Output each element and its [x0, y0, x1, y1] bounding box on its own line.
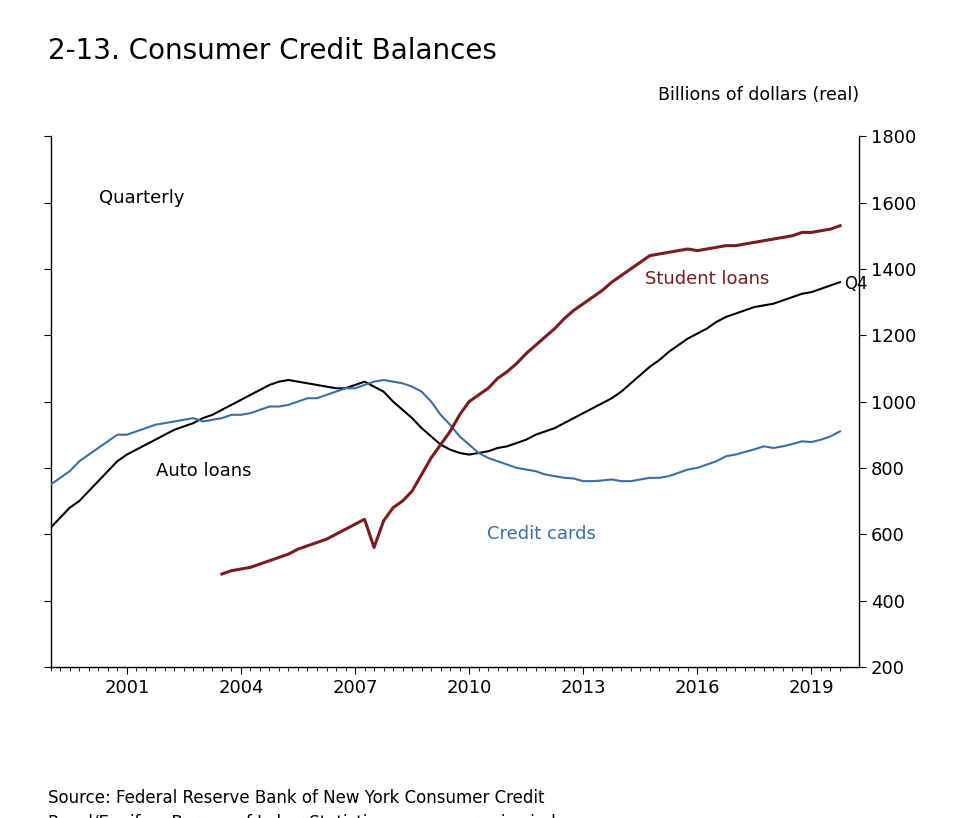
Text: Student loans: Student loans: [645, 271, 769, 289]
Text: Auto loans: Auto loans: [156, 461, 252, 479]
Text: Quarterly: Quarterly: [99, 189, 184, 207]
Text: Billions of dollars (real): Billions of dollars (real): [658, 87, 859, 105]
Text: Source: Federal Reserve Bank of New York Consumer Credit
Panel/Equifax; Bureau o: Source: Federal Reserve Bank of New York…: [48, 789, 576, 818]
Text: 2-13. Consumer Credit Balances: 2-13. Consumer Credit Balances: [48, 37, 497, 65]
Text: Credit cards: Credit cards: [488, 525, 596, 543]
Text: Q4: Q4: [844, 275, 867, 293]
